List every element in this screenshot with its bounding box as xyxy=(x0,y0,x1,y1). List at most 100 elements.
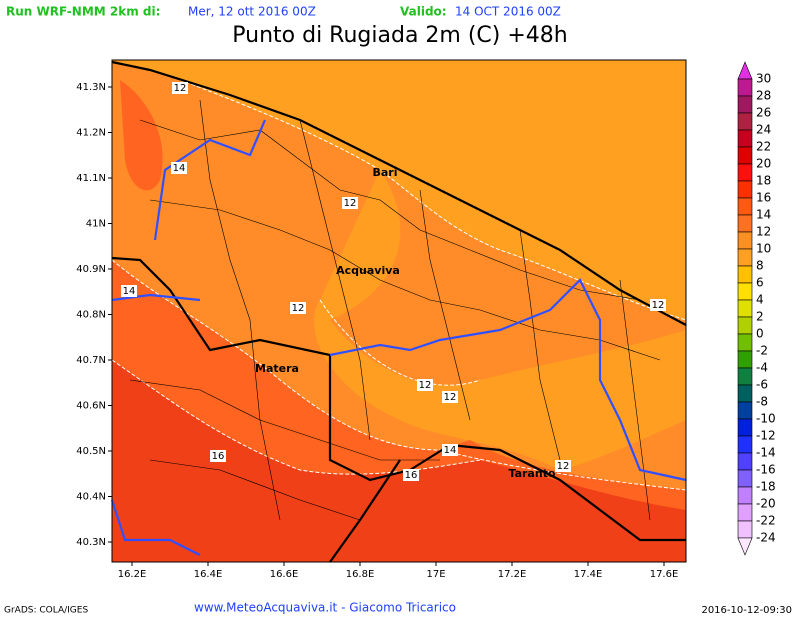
lat-label: 41N xyxy=(86,219,106,230)
lon-label: 16.8E xyxy=(346,569,375,580)
contour-label: 12 xyxy=(557,461,570,472)
legend-label: 14 xyxy=(756,208,771,222)
legend-label: -20 xyxy=(756,497,776,511)
legend-swatch xyxy=(737,486,753,505)
lon-label: 17E xyxy=(426,569,445,580)
legend-label: -12 xyxy=(756,429,776,443)
legend-swatch xyxy=(737,214,753,233)
run-date: Mer, 12 ott 2016 00Z xyxy=(188,5,316,19)
legend-swatch xyxy=(737,401,753,420)
coast-and-borders xyxy=(111,60,687,563)
legend-swatch xyxy=(737,112,753,131)
legend-label: 24 xyxy=(756,123,771,137)
legend-label: -10 xyxy=(756,412,776,426)
legend-label: 16 xyxy=(756,191,771,205)
legend-label: 22 xyxy=(756,140,771,154)
legend-label: -24 xyxy=(756,531,776,545)
lat-label: 40.9N xyxy=(76,264,106,275)
valid-date: 14 OCT 2016 00Z xyxy=(455,5,561,19)
contour-label: 14 xyxy=(123,286,136,297)
lat-label: 40.5N xyxy=(76,446,106,457)
legend-label: -4 xyxy=(756,361,768,375)
contour-label: 12 xyxy=(344,198,357,209)
legend-label: -14 xyxy=(756,446,776,460)
contour-label: 12 xyxy=(174,83,187,94)
legend-label: 20 xyxy=(756,157,771,171)
legend-swatch xyxy=(737,333,753,352)
lat-label: 40.3N xyxy=(76,537,106,548)
contour-label: 14 xyxy=(444,445,457,456)
legend-label: 18 xyxy=(756,174,771,188)
contour-label-box xyxy=(290,302,306,314)
legend-label: 26 xyxy=(756,106,771,120)
valid-label: Valido: xyxy=(400,5,447,19)
legend-label: 10 xyxy=(756,242,771,256)
legend-swatch xyxy=(737,520,753,539)
contour-label-box xyxy=(442,444,458,456)
legend-swatch xyxy=(737,452,753,471)
place-label: Taranto xyxy=(508,467,555,480)
legend-swatch xyxy=(737,367,753,386)
legend-swatch xyxy=(737,265,753,284)
contour-label: 12 xyxy=(419,380,432,391)
legend-label: -22 xyxy=(756,514,776,528)
lat-label: 41.1N xyxy=(76,173,106,184)
lat-label: 40.6N xyxy=(76,401,106,412)
contour-label-box xyxy=(417,379,433,391)
title: Punto di Rugiada 2m (C) +48h xyxy=(232,23,567,48)
legend-label: 4 xyxy=(756,293,764,307)
legend-arrow-bottom xyxy=(737,537,753,556)
lon-label: 17.6E xyxy=(650,569,679,580)
lat-label: 40.4N xyxy=(76,492,106,503)
legend-label: 8 xyxy=(756,259,764,273)
footer-center: www.MeteoAcquaviva.it - Giacomo Tricaric… xyxy=(194,601,456,615)
contour-label-box xyxy=(172,82,188,94)
field-10-12 xyxy=(112,60,686,320)
contour-label-box xyxy=(403,469,419,481)
legend-swatch xyxy=(737,503,753,522)
contours xyxy=(111,79,687,491)
legend-swatch xyxy=(737,299,753,318)
lat-label: 41.3N xyxy=(76,82,106,93)
lat-label: 40.7N xyxy=(76,355,106,366)
legend-swatch xyxy=(737,180,753,199)
lon-label: 17.4E xyxy=(574,569,603,580)
lon-label: 16.6E xyxy=(270,569,299,580)
field-16-18 xyxy=(112,360,686,562)
contour-label-box xyxy=(121,285,137,297)
legend-label: 28 xyxy=(756,89,771,103)
map xyxy=(110,60,687,563)
place-label: Matera xyxy=(255,362,299,375)
legend-swatch xyxy=(737,95,753,114)
municipal-borders xyxy=(129,99,661,521)
legend-swatch xyxy=(737,146,753,165)
place-label: Bari xyxy=(372,166,397,179)
legend-swatch xyxy=(737,350,753,369)
legend-label: -8 xyxy=(756,395,768,409)
legend-label: -16 xyxy=(756,463,776,477)
legend-label: -18 xyxy=(756,480,776,494)
contour-label-box xyxy=(342,197,358,209)
legend-label: 6 xyxy=(756,276,764,290)
lon-label: 16.4E xyxy=(194,569,223,580)
lon-label: 17.2E xyxy=(498,569,527,580)
legend-label: 30 xyxy=(756,72,771,86)
legend-swatch xyxy=(737,435,753,454)
legend-swatch xyxy=(737,197,753,216)
contour-label: 12 xyxy=(292,303,305,314)
legend-label: 0 xyxy=(756,327,764,341)
contour-label: 14 xyxy=(173,163,186,174)
legend-swatch xyxy=(737,248,753,267)
field-nw xyxy=(120,80,163,191)
regional-borders xyxy=(110,119,687,556)
legend-swatch xyxy=(737,78,753,97)
contour-label: 16 xyxy=(405,470,418,481)
legend-label: 2 xyxy=(756,310,764,324)
legend-swatch xyxy=(737,418,753,437)
contour-label-box xyxy=(442,391,458,403)
legend-swatch xyxy=(737,316,753,335)
lat-label: 40.8N xyxy=(76,310,106,321)
legend-label: -6 xyxy=(756,378,768,392)
contour-label-box xyxy=(555,460,571,472)
